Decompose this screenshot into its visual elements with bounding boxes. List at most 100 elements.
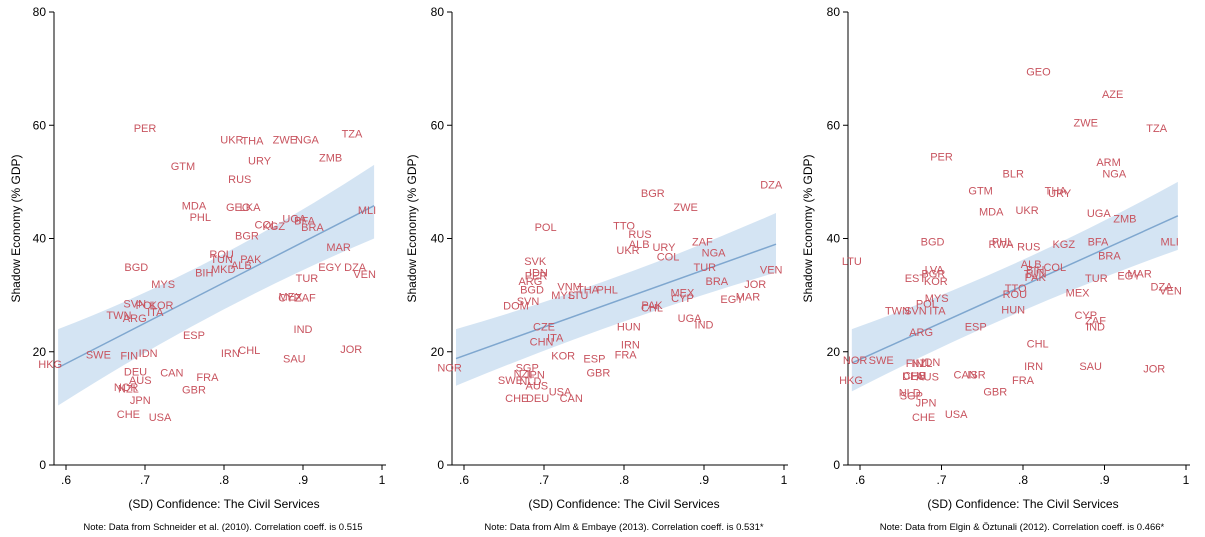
point-label: JPN [524, 369, 545, 381]
point-label: NZL [118, 384, 139, 396]
point-label: MAR [326, 242, 351, 254]
point-label: UKR [220, 134, 243, 146]
y-tick-label: 60 [431, 118, 445, 132]
point-label: PER [930, 151, 953, 163]
point-label: TUN [210, 254, 233, 266]
point-label: MEX [278, 291, 303, 303]
point-label: ALB [231, 260, 252, 272]
point-label: PAK [641, 300, 663, 312]
y-tick-label: 60 [33, 118, 47, 132]
point-label: BFA [294, 215, 315, 227]
point-label: HUN [1001, 304, 1025, 316]
x-axis-title: (SD) Confidence: The Civil Services [528, 497, 719, 511]
point-label: MLI [358, 205, 376, 217]
x-tick-label: 1 [1183, 473, 1190, 487]
x-tick-label: .6 [855, 473, 865, 487]
point-label: BRA [301, 222, 324, 234]
point-label: PER [134, 123, 157, 135]
point-label: IRN [621, 339, 640, 351]
point-label: TTO [1005, 283, 1027, 295]
point-label: VEN [1159, 286, 1182, 298]
point-label: TZA [342, 129, 363, 141]
x-tick-label: 1 [379, 473, 386, 487]
point-label: IRN [1024, 361, 1043, 373]
point-label: DZA [760, 180, 783, 192]
point-label: ZAF [1085, 316, 1106, 328]
point-label: ZWE [1074, 117, 1098, 129]
point-label: UKR [1015, 205, 1038, 217]
point-label: NGA [702, 248, 727, 260]
point-label: CZE [533, 321, 555, 333]
point-label: GTM [171, 161, 195, 173]
point-label: PAK [240, 254, 262, 266]
point-label: ESP [965, 321, 987, 333]
point-label: TUR [296, 273, 319, 285]
point-label: BGR [641, 188, 665, 200]
point-label: MYS [925, 293, 949, 305]
point-label: ARM [1096, 157, 1120, 169]
y-tick-label: 40 [431, 232, 445, 246]
point-label: MYS [551, 290, 575, 302]
point-label: FIN [120, 351, 138, 363]
point-label: JPN [916, 398, 937, 410]
x-axis-title: (SD) Confidence: The Civil Services [927, 497, 1118, 511]
x-tick-label: .7 [140, 473, 150, 487]
point-label: SGP [516, 363, 539, 375]
point-label: GEO [1026, 66, 1051, 78]
x-tick-label: .7 [936, 473, 946, 487]
point-label: PHL [190, 212, 211, 224]
fitted-line [455, 243, 777, 360]
point-label: MYS [151, 279, 175, 291]
point-label: BRA [1098, 250, 1121, 262]
x-tick-label: .9 [699, 473, 709, 487]
point-label: MEX [1066, 287, 1091, 299]
x-tick-label: .9 [1099, 473, 1109, 487]
y-tick-label: 0 [437, 458, 444, 472]
point-label: MAR [736, 291, 761, 303]
x-tick-label: .8 [619, 473, 629, 487]
confidence-band [851, 181, 1178, 392]
y-tick-label: 0 [833, 458, 840, 472]
point-label: IND [1086, 321, 1105, 333]
y-tick-label: 80 [827, 5, 841, 19]
point-label: TTO [613, 220, 635, 232]
point-label: ZMB [1113, 214, 1136, 226]
x-tick-label: .6 [459, 473, 469, 487]
point-label: TZA [1146, 123, 1167, 135]
point-label: BRA [705, 276, 728, 288]
point-label: KGZ [1052, 239, 1075, 251]
point-label: COL [657, 252, 680, 264]
point-label: IDN [921, 357, 940, 369]
point-label: BIH [1026, 265, 1044, 277]
point-label: HUN [617, 321, 641, 333]
point-label: ISR [967, 369, 985, 381]
point-label: KOR [924, 276, 948, 288]
point-label: ZWE [673, 202, 697, 214]
x-tick-label: 1 [781, 473, 788, 487]
point-label: BGD [520, 284, 544, 296]
point-label: EGY [318, 262, 342, 274]
point-label: MAR [1127, 269, 1152, 281]
x-tick-label: .8 [219, 473, 229, 487]
point-label: GBR [586, 368, 610, 380]
point-label: SWE [498, 375, 523, 387]
point-label: SVK [524, 256, 547, 268]
point-label: ARG [518, 276, 542, 288]
point-label: UGA [678, 313, 703, 325]
point-label: GEO [226, 202, 251, 214]
point-label: EGY [1117, 270, 1141, 282]
point-label: GBR [983, 386, 1007, 398]
point-label: POL [136, 300, 158, 312]
point-label: CHL [238, 345, 260, 357]
point-label: JOR [744, 279, 766, 291]
point-label: UKR [616, 245, 639, 257]
point-label: TWN [106, 310, 131, 322]
point-label: CHN [530, 337, 554, 349]
point-label: JOR [1143, 364, 1165, 376]
point-label: TWN [885, 305, 910, 317]
point-label: MDA [979, 206, 1004, 218]
confidence-band [456, 213, 776, 386]
y-tick-label: 20 [33, 345, 47, 359]
y-axis-title: Shadow Economy (% GDP) [9, 154, 23, 302]
point-label: AZE [1102, 89, 1123, 101]
